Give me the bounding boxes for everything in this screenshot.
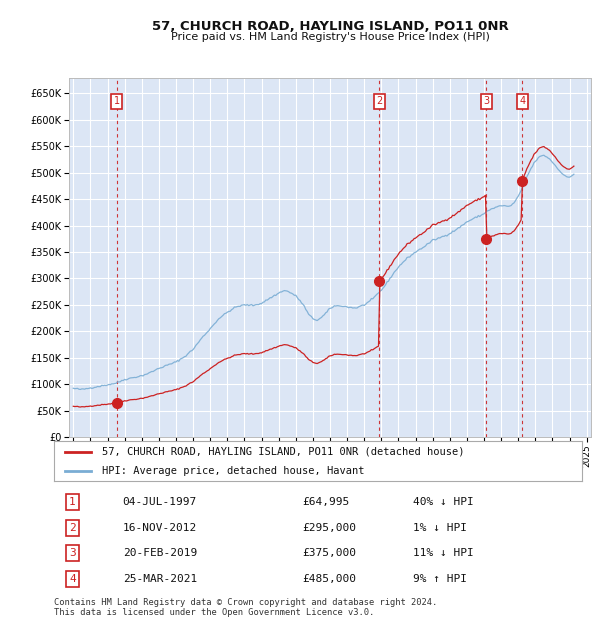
Text: 3: 3 — [483, 96, 490, 106]
Text: 2: 2 — [376, 96, 382, 106]
Text: 57, CHURCH ROAD, HAYLING ISLAND, PO11 0NR: 57, CHURCH ROAD, HAYLING ISLAND, PO11 0N… — [152, 20, 508, 32]
Text: 3: 3 — [69, 548, 76, 558]
Text: HPI: Average price, detached house, Havant: HPI: Average price, detached house, Hava… — [101, 466, 364, 476]
Text: 9% ↑ HPI: 9% ↑ HPI — [413, 574, 467, 584]
Text: 04-JUL-1997: 04-JUL-1997 — [122, 497, 197, 507]
Text: Price paid vs. HM Land Registry's House Price Index (HPI): Price paid vs. HM Land Registry's House … — [170, 32, 490, 42]
Text: 4: 4 — [69, 574, 76, 584]
Text: 40% ↓ HPI: 40% ↓ HPI — [413, 497, 474, 507]
Text: 25-MAR-2021: 25-MAR-2021 — [122, 574, 197, 584]
Text: 57, CHURCH ROAD, HAYLING ISLAND, PO11 0NR (detached house): 57, CHURCH ROAD, HAYLING ISLAND, PO11 0N… — [101, 447, 464, 457]
Text: 11% ↓ HPI: 11% ↓ HPI — [413, 548, 474, 558]
Text: £64,995: £64,995 — [302, 497, 349, 507]
Text: This data is licensed under the Open Government Licence v3.0.: This data is licensed under the Open Gov… — [54, 608, 374, 617]
Text: £485,000: £485,000 — [302, 574, 356, 584]
Text: £295,000: £295,000 — [302, 523, 356, 533]
Text: 2: 2 — [69, 523, 76, 533]
Text: 20-FEB-2019: 20-FEB-2019 — [122, 548, 197, 558]
Text: 1: 1 — [113, 96, 120, 106]
Text: Contains HM Land Registry data © Crown copyright and database right 2024.: Contains HM Land Registry data © Crown c… — [54, 598, 437, 607]
Text: 4: 4 — [519, 96, 525, 106]
Text: £375,000: £375,000 — [302, 548, 356, 558]
Text: 16-NOV-2012: 16-NOV-2012 — [122, 523, 197, 533]
Text: 1: 1 — [69, 497, 76, 507]
Text: 1% ↓ HPI: 1% ↓ HPI — [413, 523, 467, 533]
